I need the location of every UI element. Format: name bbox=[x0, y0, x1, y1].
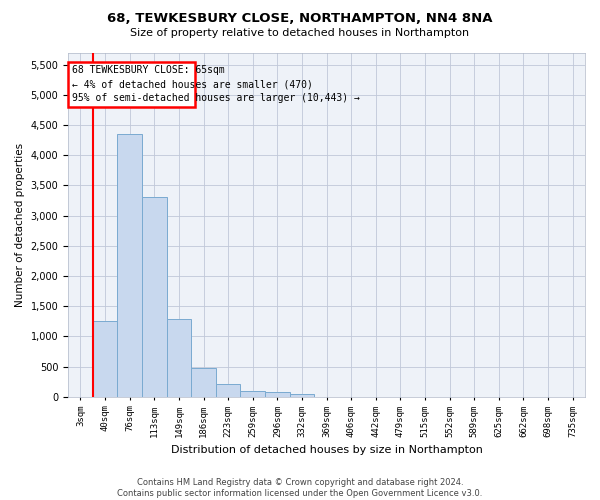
Text: 68 TEWKESBURY CLOSE: 65sqm
← 4% of detached houses are smaller (470)
95% of semi: 68 TEWKESBURY CLOSE: 65sqm ← 4% of detac… bbox=[72, 65, 360, 103]
Bar bbox=[142, 198, 167, 397]
Bar bbox=[191, 368, 216, 397]
Text: 68, TEWKESBURY CLOSE, NORTHAMPTON, NN4 8NA: 68, TEWKESBURY CLOSE, NORTHAMPTON, NN4 8… bbox=[107, 12, 493, 26]
X-axis label: Distribution of detached houses by size in Northampton: Distribution of detached houses by size … bbox=[170, 445, 482, 455]
Bar bbox=[265, 392, 290, 397]
Bar bbox=[241, 390, 265, 397]
Bar bbox=[93, 320, 118, 397]
Bar bbox=[167, 320, 191, 397]
Bar bbox=[118, 134, 142, 397]
Y-axis label: Number of detached properties: Number of detached properties bbox=[15, 142, 25, 306]
Text: Size of property relative to detached houses in Northampton: Size of property relative to detached ho… bbox=[130, 28, 470, 38]
Bar bbox=[290, 394, 314, 397]
Bar bbox=[216, 384, 241, 397]
Text: Contains HM Land Registry data © Crown copyright and database right 2024.
Contai: Contains HM Land Registry data © Crown c… bbox=[118, 478, 482, 498]
FancyBboxPatch shape bbox=[68, 62, 195, 107]
